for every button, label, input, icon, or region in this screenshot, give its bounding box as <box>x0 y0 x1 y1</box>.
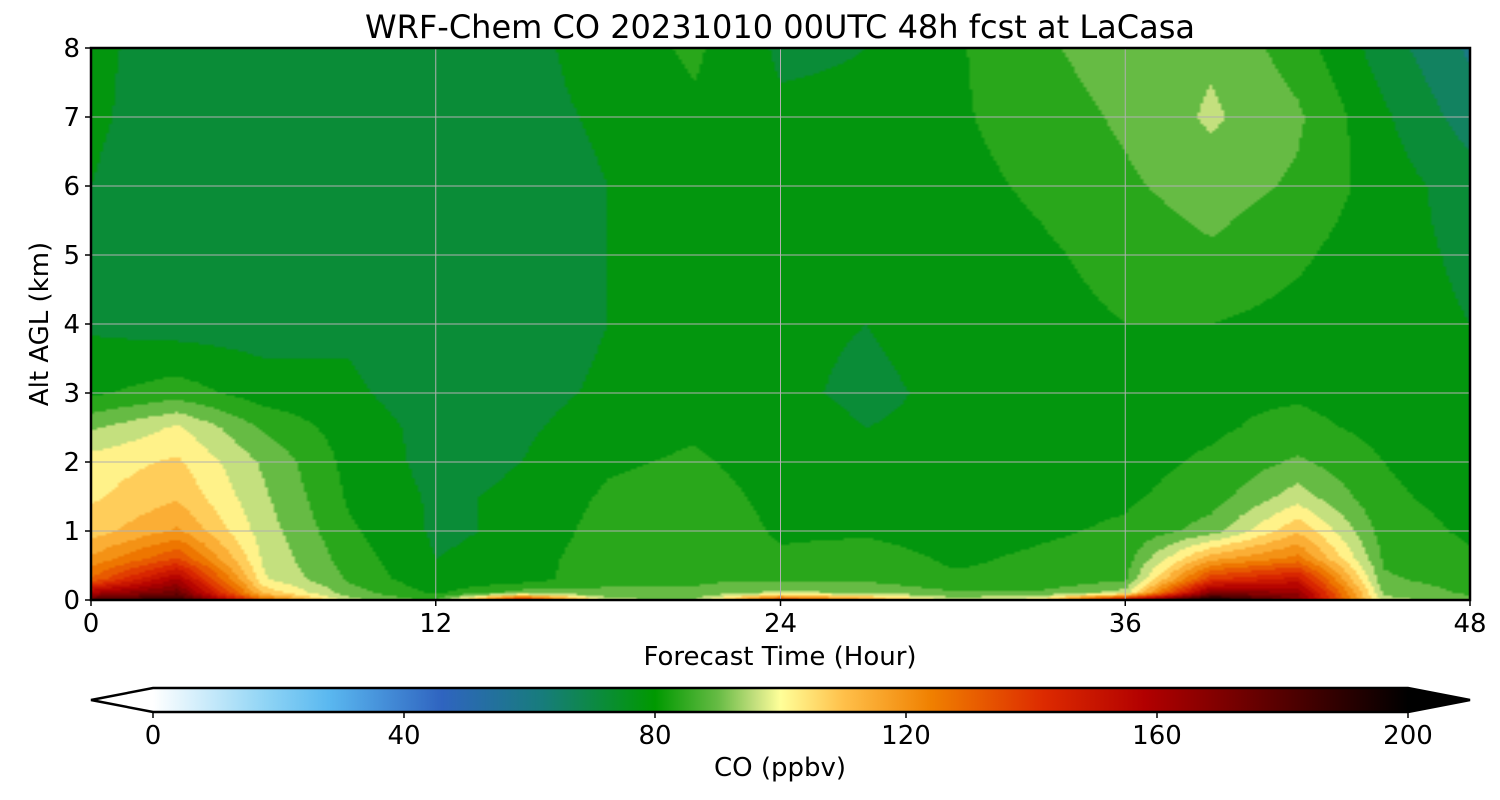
colorbar-tick-label: 40 <box>387 721 420 751</box>
colorbar-tick-label: 0 <box>145 721 162 751</box>
y-tick-label: 5 <box>63 241 80 271</box>
colorbar: 0 40 80 120 160 200 <box>90 686 1471 751</box>
colorbar-over-arrow <box>1408 688 1470 712</box>
x-tick-label: 48 <box>1453 609 1486 639</box>
y-axis-label: Alt AGL (km) <box>25 242 55 406</box>
chart-title: WRF-Chem CO 20231010 00UTC 48h fcst at L… <box>365 8 1195 46</box>
x-tick-label: 12 <box>419 609 452 639</box>
x-axis-label: Forecast Time (Hour) <box>643 642 916 672</box>
y-tick-label: 1 <box>63 517 80 547</box>
y-tick-label: 8 <box>63 34 80 64</box>
y-tick-label: 0 <box>63 586 80 616</box>
y-tick-label: 7 <box>63 103 80 133</box>
x-tick-label: 24 <box>764 609 797 639</box>
y-axis-ticks: 0 1 2 3 4 5 6 7 8 <box>63 34 91 616</box>
x-axis-ticks: 0 12 24 36 48 <box>83 600 1487 639</box>
y-tick-label: 6 <box>63 172 80 202</box>
colorbar-tick-label: 80 <box>638 721 671 751</box>
colorbar-under-arrow <box>91 688 153 712</box>
plot-area <box>89 46 1472 602</box>
colorbar-gradient <box>153 688 1408 712</box>
y-tick-label: 4 <box>63 310 80 340</box>
colorbar-tick-label: 200 <box>1383 721 1433 751</box>
colorbar-tick-label: 120 <box>881 721 931 751</box>
y-tick-label: 3 <box>63 379 80 409</box>
gridlines <box>91 48 1470 600</box>
colorbar-label: CO (ppbv) <box>714 753 846 783</box>
y-tick-label: 2 <box>63 448 80 478</box>
x-tick-label: 36 <box>1109 609 1142 639</box>
colorbar-ticks: 0 40 80 120 160 200 <box>145 712 1433 751</box>
x-tick-label: 0 <box>83 609 100 639</box>
colorbar-tick-label: 160 <box>1132 721 1182 751</box>
